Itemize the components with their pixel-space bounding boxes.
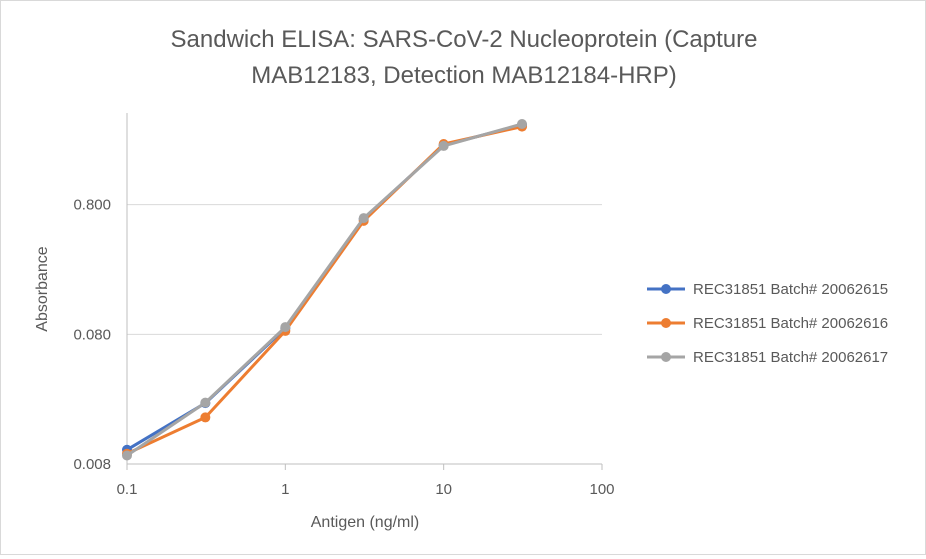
- data-point: [438, 140, 449, 151]
- legend-label: REC31851 Batch# 20062617: [693, 349, 888, 366]
- axes: 0.008 0.080 0.800 0.1 1 10 100: [73, 113, 615, 498]
- legend-marker: [661, 318, 671, 328]
- y-tick-label: 0.008: [73, 456, 111, 473]
- series-layer: [122, 119, 528, 461]
- legend-marker: [661, 284, 671, 294]
- y-tick-label: 0.800: [73, 197, 111, 214]
- data-point: [200, 397, 211, 408]
- data-point: [358, 213, 369, 224]
- legend-entry: REC31851 Batch# 20062617: [647, 349, 888, 366]
- legend: REC31851 Batch# 20062615 REC31851 Batch# …: [647, 281, 888, 366]
- series-line: [125, 123, 524, 452]
- x-tick-label: 0.1: [117, 481, 138, 498]
- series-line: [125, 125, 524, 456]
- legend-marker: [661, 352, 671, 362]
- series-1: [122, 119, 528, 455]
- chart-title: Sandwich ELISA: SARS-CoV-2 Nucleoprotein…: [171, 26, 758, 89]
- chart-title-line-2: MAB12183, Detection MAB12184-HRP): [251, 62, 677, 89]
- x-tick-label: 10: [435, 481, 452, 498]
- y-tick-label: 0.080: [73, 326, 111, 343]
- data-point: [200, 412, 211, 423]
- series-line: [125, 122, 524, 457]
- legend-label: REC31851 Batch# 20062615: [693, 281, 888, 298]
- y-axis-title: Absorbance: [34, 246, 51, 331]
- data-point: [517, 119, 528, 130]
- legend-entry: REC31851 Batch# 20062616: [647, 315, 888, 332]
- chart-title-line-1: Sandwich ELISA: SARS-CoV-2 Nucleoprotein…: [171, 26, 758, 53]
- data-point: [122, 450, 132, 461]
- legend-entry: REC31851 Batch# 20062615: [647, 281, 888, 298]
- x-axis-title: Antigen (ng/ml): [311, 514, 420, 531]
- gridlines: [127, 204, 602, 335]
- series-3: [122, 119, 528, 461]
- data-point: [280, 322, 291, 333]
- series-2: [122, 121, 528, 459]
- x-tick-label: 100: [589, 481, 614, 498]
- legend-label: REC31851 Batch# 20062616: [693, 315, 888, 332]
- x-tick-label: 1: [281, 481, 289, 498]
